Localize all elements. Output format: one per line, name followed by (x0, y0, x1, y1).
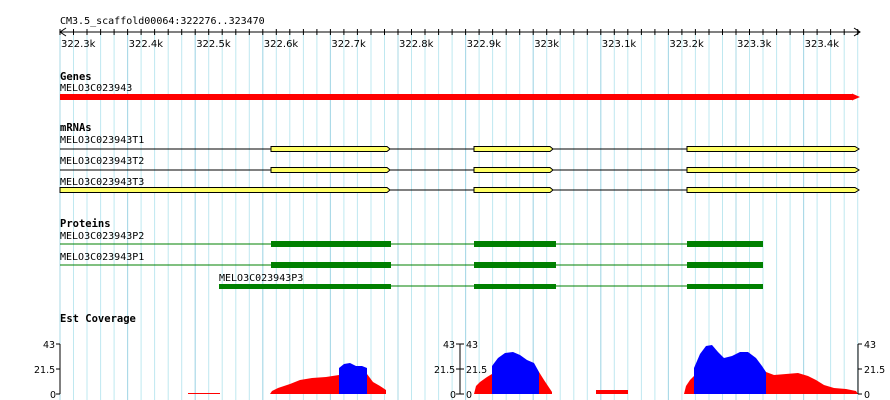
protein-p3[interactable]: MELO3C023943P3 (219, 273, 763, 289)
coverage-axis-middle: 43 21.5 0 43 21.5 0 (434, 340, 487, 400)
axis-tick-label: 43 (443, 340, 455, 351)
axis-tick-label: 0 (466, 390, 472, 400)
ruler-tick-label: 323.1k (602, 39, 637, 50)
coverage-area-low (596, 390, 628, 394)
gene-label: MELO3C023943 (60, 83, 132, 94)
protein-segment (271, 241, 391, 247)
ruler-tick-label: 322.7k (331, 39, 366, 50)
axis-tick-label: 0 (50, 390, 56, 400)
est-coverage-track: Est Coverage 43 21.5 0 (34, 313, 885, 400)
protein-label: MELO3C023943P3 (219, 273, 303, 284)
protein-segment (474, 241, 556, 247)
mrna-exon (270, 146, 391, 152)
coverage-area-high (339, 363, 367, 394)
mrna-t2[interactable]: MELO3C023943T2 (60, 156, 860, 173)
coverage-area-low (270, 375, 339, 394)
coverage-plot[interactable] (188, 345, 858, 394)
coverage-area-low (684, 376, 694, 394)
coverage-axis-right: 43 21.5 0 (857, 340, 885, 400)
proteins-track: Proteins MELO3C023943P2 MELO3C023943P1 M… (60, 218, 763, 289)
mrna-label: MELO3C023943T3 (60, 177, 144, 188)
mrna-exon (686, 146, 860, 152)
mrna-exon (473, 167, 554, 173)
mrna-exon (686, 167, 860, 173)
coverage-area-low (367, 374, 386, 394)
mrnas-track: mRNAs MELO3C023943T1 MELO3C023943T2 MELO… (59, 122, 860, 193)
protein-segment (474, 284, 556, 289)
coverage-area-low (539, 372, 552, 394)
axis-tick-label: 43 (43, 340, 55, 351)
ruler-tick-label: 322.9k (467, 39, 502, 50)
mrna-exon (59, 187, 391, 193)
protein-p2[interactable]: MELO3C023943P2 (60, 231, 763, 247)
axis-tick-label: 21.5 (466, 365, 487, 376)
axis-tick-label: 43 (864, 340, 876, 351)
mrna-exon (686, 187, 860, 193)
coverage-axis-left: 43 21.5 0 (34, 340, 61, 400)
ruler-right-arrow-icon (853, 27, 861, 37)
mrna-t3[interactable]: MELO3C023943T3 (59, 177, 860, 193)
axis-tick-label: 0 (450, 390, 456, 400)
mrnas-title: mRNAs (60, 122, 92, 134)
genes-title: Genes (60, 71, 92, 83)
axis-tick-label: 21.5 (864, 365, 885, 376)
gene-strand-arrow-icon (852, 93, 860, 101)
gene-feature[interactable] (60, 94, 853, 100)
mrna-label: MELO3C023943T2 (60, 156, 144, 167)
ruler-tick-label: 322.5k (196, 39, 231, 50)
grid-lines (59, 33, 859, 400)
protein-label: MELO3C023943P2 (60, 231, 144, 242)
protein-label: MELO3C023943P1 (60, 252, 144, 263)
axis-tick-label: 0 (864, 390, 870, 400)
coverage-area-high (492, 352, 539, 394)
ruler-tick-label: 322.6k (264, 39, 299, 50)
coverage-area-low (188, 393, 220, 394)
axis-tick-label: 21.5 (434, 365, 455, 376)
coverage-title: Est Coverage (60, 313, 136, 325)
mrna-exon (473, 187, 554, 193)
coverage-area-high (694, 345, 766, 394)
axis-tick-label: 21.5 (34, 365, 55, 376)
coverage-area-low (474, 374, 492, 394)
ruler-tick-label: 323.2k (669, 39, 704, 50)
protein-p1[interactable]: MELO3C023943P1 (60, 252, 763, 268)
genes-track: Genes MELO3C023943 (60, 71, 860, 101)
ruler-tick-label: 323.3k (737, 39, 772, 50)
segment-label: CM3.5_scaffold00064:322276..323470 (60, 16, 265, 27)
protein-segment (687, 284, 763, 289)
ruler: CM3.5_scaffold00064:322276..323470 322.3… (59, 16, 861, 50)
ruler-tick-label: 322.4k (129, 39, 164, 50)
mrna-exon (270, 167, 391, 173)
ruler-tick-label: 322.8k (399, 39, 434, 50)
protein-segment (219, 284, 391, 289)
mrna-label: MELO3C023943T1 (60, 135, 144, 146)
mrna-exon (473, 146, 554, 152)
protein-segment (687, 262, 763, 268)
proteins-title: Proteins (60, 218, 111, 230)
protein-segment (474, 262, 556, 268)
protein-segment (687, 241, 763, 247)
coverage-area-low (766, 372, 858, 394)
axis-tick-label: 43 (466, 340, 478, 351)
protein-segment (271, 262, 391, 268)
mrna-t1[interactable]: MELO3C023943T1 (60, 135, 860, 152)
ruler-tick-label: 322.3k (61, 39, 96, 50)
ruler-tick-label: 323.4k (805, 39, 840, 50)
ruler-tick-label: 323k (534, 39, 559, 50)
